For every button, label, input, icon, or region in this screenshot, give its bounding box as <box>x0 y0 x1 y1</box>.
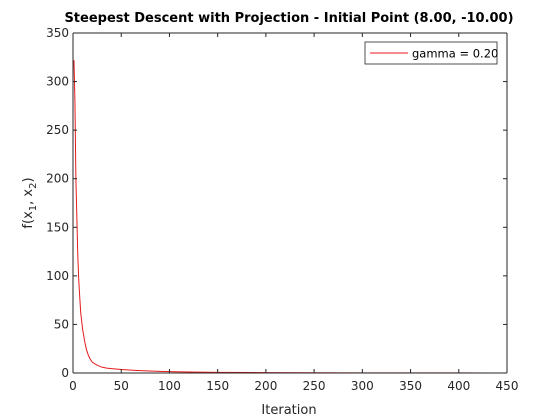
x-tick-label: 300 <box>351 379 374 393</box>
y-axis-label-sub1: 1 <box>28 205 39 211</box>
y-axis-label-sub2: 2 <box>28 183 39 189</box>
x-tick-label: 0 <box>69 379 77 393</box>
y-tick-label: 100 <box>46 269 69 283</box>
y-axis-label-base: f(x <box>21 211 36 229</box>
y-axis-label-mid: , x <box>21 189 36 205</box>
x-tick-label: 100 <box>158 379 181 393</box>
y-tick-label: 250 <box>46 123 69 137</box>
y-tick-label: 350 <box>46 26 69 40</box>
x-tick-label: 200 <box>254 379 277 393</box>
x-tick-label: 350 <box>399 379 422 393</box>
x-tick-label: 400 <box>447 379 470 393</box>
x-axis-label: Iteration <box>261 403 316 418</box>
x-ticks: 0 50 100 150 200 250 300 350 400 450 <box>69 33 518 393</box>
y-tick-label: 200 <box>46 172 69 186</box>
chart-title: Steepest Descent with Projection - Initi… <box>64 11 513 26</box>
legend-box <box>364 41 498 65</box>
x-tick-label: 450 <box>496 379 519 393</box>
y-axis-label-end: ) <box>21 177 36 182</box>
legend: gamma = 0.20 <box>364 41 498 65</box>
plot-area: 0 50 100 150 200 250 300 350 400 450 0 50 100 150 200… <box>46 26 518 393</box>
y-tick-label: 300 <box>46 75 69 89</box>
y-tick-label: 150 <box>46 220 69 234</box>
x-tick-label: 50 <box>114 379 129 393</box>
y-tick-label: 50 <box>54 317 69 331</box>
legend-entry-label: gamma = 0.20 <box>412 47 498 61</box>
y-ticks: 0 50 100 150 200 250 300 350 <box>46 26 507 380</box>
y-tick-label: 0 <box>61 366 69 380</box>
x-tick-label: 250 <box>303 379 326 393</box>
x-tick-label: 150 <box>206 379 229 393</box>
axes-background <box>73 33 507 373</box>
y-axis-label: f(x1, x2) <box>21 177 39 228</box>
